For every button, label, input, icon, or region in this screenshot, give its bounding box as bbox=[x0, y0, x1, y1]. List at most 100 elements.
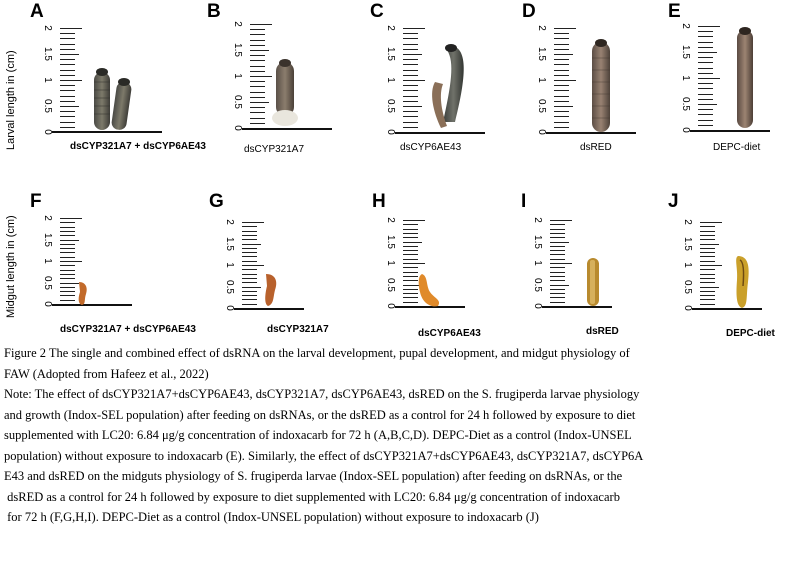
ruler-tick bbox=[403, 245, 418, 247]
ruler-number: 1 bbox=[42, 258, 53, 264]
y-axis-title-midgut: Midgut length in (cm) bbox=[5, 215, 17, 318]
ruler-number: 1.5 bbox=[536, 47, 547, 61]
ruler-number: 0.5 bbox=[532, 277, 543, 292]
ruler-number: 0.5 bbox=[682, 279, 693, 294]
ruler-tick bbox=[242, 230, 257, 232]
ruler-tick bbox=[550, 267, 565, 269]
ruler-tick bbox=[60, 38, 75, 40]
ruler-tick bbox=[403, 280, 418, 282]
ruler-tick bbox=[550, 250, 565, 252]
baseline-h bbox=[395, 306, 465, 308]
ruler-number: 2 bbox=[232, 21, 243, 27]
ruler-tick bbox=[700, 299, 715, 301]
panel-label-a: dsCYP321A7 + dsCYP6AE43 bbox=[70, 141, 206, 152]
ruler-tick bbox=[403, 288, 418, 290]
midgut-photo-g bbox=[265, 274, 277, 306]
ruler-tick bbox=[554, 69, 569, 71]
larva-photo-c bbox=[432, 44, 464, 128]
caption-title-line-2: FAW (Adopted from Hafeez et al., 2022) bbox=[4, 366, 209, 381]
ruler-tick bbox=[60, 116, 75, 118]
ruler-tick bbox=[700, 226, 715, 228]
ruler-number: 0.5 bbox=[42, 275, 53, 290]
ruler-number: 1 bbox=[42, 77, 53, 83]
ruler-tick bbox=[700, 256, 715, 258]
ruler-tick bbox=[250, 112, 265, 114]
ruler-number: 0.5 bbox=[224, 279, 235, 294]
larva-photo-b bbox=[272, 59, 298, 126]
panel-label-i: dsRED bbox=[586, 326, 619, 337]
ruler-tick bbox=[242, 303, 257, 305]
panel-label-g: dsCYP321A7 bbox=[267, 324, 329, 335]
ruler-tick bbox=[250, 65, 265, 67]
ruler-tick bbox=[403, 59, 418, 61]
ruler-tick bbox=[403, 267, 418, 269]
baseline-d bbox=[546, 132, 636, 134]
ruler-number: 0.5 bbox=[232, 95, 243, 109]
ruler-tick bbox=[250, 34, 265, 36]
ruler-number: 1 bbox=[680, 75, 691, 81]
ruler-tick bbox=[60, 239, 79, 241]
ruler-tick bbox=[242, 273, 257, 275]
ruler-tick bbox=[700, 286, 719, 288]
ruler-tick bbox=[250, 91, 265, 93]
ruler-tick bbox=[242, 282, 257, 284]
ruler-tick bbox=[403, 28, 425, 29]
ruler-tick bbox=[60, 299, 75, 301]
panel-letter-j: J bbox=[668, 191, 679, 212]
ruler-tick bbox=[60, 291, 75, 293]
ruler-number: 0.5 bbox=[42, 99, 53, 113]
ruler-number: 1.5 bbox=[680, 45, 691, 59]
ruler-tick bbox=[554, 48, 569, 50]
ruler-tick bbox=[250, 102, 269, 103]
ruler-number: 2 bbox=[682, 219, 693, 225]
ruler-number: 1.5 bbox=[385, 234, 396, 249]
ruler-tick bbox=[698, 67, 713, 69]
ruler-tick bbox=[550, 275, 565, 277]
ruler-tick bbox=[698, 62, 713, 64]
ruler-tick bbox=[60, 95, 75, 97]
ruler-tick bbox=[698, 83, 713, 85]
ruler-tick bbox=[60, 226, 75, 228]
ruler-number: 1 bbox=[532, 260, 543, 266]
ruler-tick bbox=[403, 271, 418, 273]
ruler-tick bbox=[250, 76, 272, 77]
ruler-tick bbox=[700, 273, 715, 275]
baseline-a bbox=[52, 131, 162, 133]
ruler-number: 0 bbox=[42, 129, 53, 135]
ruler-tick bbox=[698, 31, 713, 33]
ruler-tick bbox=[550, 263, 572, 264]
caption-note-line: dsRED as a control for 24 h followed by … bbox=[4, 489, 620, 504]
ruler-tick bbox=[242, 295, 257, 297]
ruler-tick bbox=[550, 284, 569, 286]
ruler-tick bbox=[550, 258, 565, 260]
ruler-tick bbox=[554, 38, 569, 40]
ruler-number: 1.5 bbox=[42, 47, 53, 61]
larva-photo-e bbox=[737, 27, 753, 128]
panel-letter-i: I bbox=[521, 191, 527, 212]
ruler-tick bbox=[242, 234, 257, 236]
ruler-tick bbox=[60, 121, 75, 123]
ruler-tick bbox=[403, 74, 418, 76]
ruler-number: 2 bbox=[385, 217, 396, 223]
ruler-tick bbox=[554, 43, 569, 45]
baseline-i bbox=[542, 306, 612, 308]
ruler-tick bbox=[698, 36, 713, 38]
ruler-number: 1.5 bbox=[232, 43, 243, 57]
ruler-number: 1.5 bbox=[385, 47, 396, 61]
ruler-tick bbox=[698, 93, 713, 95]
ruler-tick bbox=[554, 116, 569, 118]
ruler-tick bbox=[250, 60, 265, 62]
ruler-tick bbox=[250, 70, 265, 72]
ruler-number: 1.5 bbox=[224, 236, 235, 251]
ruler-tick bbox=[698, 114, 713, 116]
ruler-tick bbox=[554, 126, 569, 128]
ruler-tick bbox=[554, 106, 573, 107]
ruler-tick bbox=[403, 69, 418, 71]
panel-label-e: DEPC-diet bbox=[713, 142, 761, 153]
ruler-tick bbox=[403, 220, 425, 221]
ruler-number: 0.5 bbox=[680, 97, 691, 111]
ruler-tick bbox=[550, 288, 565, 290]
ruler-tick bbox=[60, 111, 75, 113]
ruler-number: 2 bbox=[532, 217, 543, 223]
ruler-tick bbox=[60, 230, 75, 232]
